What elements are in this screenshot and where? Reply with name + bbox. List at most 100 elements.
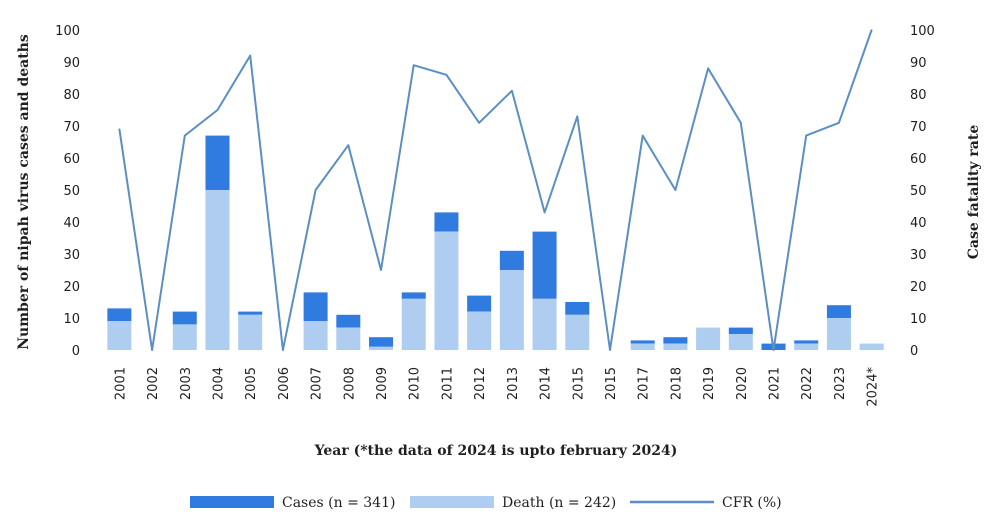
bar-death-2020 xyxy=(728,334,753,350)
bar-death-2022 xyxy=(794,343,819,350)
legend-label-cfr: CFR (%) xyxy=(722,495,782,511)
bar-death-2007 xyxy=(303,321,328,350)
bar-cases-2011 xyxy=(434,212,459,232)
x-tick-label: 2012 xyxy=(473,367,488,400)
x-tick-label: 2008 xyxy=(342,367,357,400)
x-tick-label: 2015 xyxy=(571,367,586,400)
cfr-point-2015 xyxy=(576,115,579,118)
x-tick-label: 2018 xyxy=(669,367,684,400)
cfr-point-2004 xyxy=(216,109,219,111)
cfr-point-2012 xyxy=(478,122,480,124)
cfr-point-2007 xyxy=(314,189,317,191)
bar-death-2015 xyxy=(565,314,590,350)
bar-death-2024* xyxy=(859,343,884,350)
bar-cases-2013 xyxy=(499,250,524,270)
y-right-tick-label: 100 xyxy=(910,24,935,39)
cfr-line-series xyxy=(118,29,873,351)
y-right-tick-label: 10 xyxy=(910,312,927,327)
cfr-point-2001 xyxy=(118,128,121,130)
y-right-tick-label: 80 xyxy=(910,88,927,103)
bar-death-2009 xyxy=(369,346,394,350)
x-tick-label: 2001 xyxy=(113,367,128,400)
legend-swatch-cases xyxy=(190,496,274,508)
bar-cases-2007 xyxy=(303,292,328,322)
bar-cases-2020 xyxy=(728,327,753,334)
y-tick-label: 60 xyxy=(63,152,80,167)
bar-death-2001 xyxy=(107,321,132,350)
cfr-point-2020 xyxy=(740,122,742,124)
x-tick-label: 2023 xyxy=(833,367,848,400)
x-tick-label: 2015 xyxy=(604,367,619,400)
cfr-point-2019 xyxy=(707,67,709,70)
cfr-point-2009 xyxy=(380,269,382,271)
bar-cases-2001 xyxy=(107,308,132,322)
x-tick-label: 2005 xyxy=(244,367,259,400)
bar-death-2003 xyxy=(172,324,197,350)
y-right-tick-label: 30 xyxy=(910,248,927,263)
bar-death-2014 xyxy=(532,298,557,350)
y-tick-label: 80 xyxy=(63,88,80,103)
cfr-line xyxy=(118,29,873,351)
cfr-point-2023 xyxy=(838,122,840,124)
cfr-point-2002 xyxy=(151,349,153,351)
bar-cases-2023 xyxy=(826,305,851,318)
bar-death-2013 xyxy=(499,270,524,350)
legend-swatch-death xyxy=(410,496,494,508)
y-tick-label: 0 xyxy=(72,344,80,359)
bar-death-2018 xyxy=(663,343,688,350)
x-tick-label: 2007 xyxy=(310,367,325,400)
right-y-axis-ticks: 0 10 20 30 40 50 60 70 80 90 100 xyxy=(910,24,935,359)
cfr-point-2008 xyxy=(347,144,350,146)
x-tick-label: 2002 xyxy=(146,367,161,400)
x-tick-label: 2019 xyxy=(702,367,717,400)
x-tick-label: 2003 xyxy=(179,367,194,400)
y-right-tick-label: 60 xyxy=(910,152,927,167)
x-tick-label: 2020 xyxy=(735,367,750,400)
y-right-tick-label: 40 xyxy=(910,216,927,231)
x-tick-label: 2006 xyxy=(277,367,292,400)
bar-cases-2015 xyxy=(565,302,590,315)
bar-cases-2003 xyxy=(172,311,197,325)
y-tick-label: 10 xyxy=(63,312,80,327)
x-tick-label: 2022 xyxy=(800,367,815,400)
cfr-point-2013 xyxy=(511,90,513,92)
y-right-tick-label: 0 xyxy=(910,344,918,359)
cfr-point-2014 xyxy=(543,211,546,214)
left-y-axis-title: Number of nipah virus cases and deaths xyxy=(16,34,32,350)
cfr-point-2006 xyxy=(282,349,284,351)
bar-death-2017 xyxy=(630,343,655,350)
bar-death-2004 xyxy=(205,190,230,350)
x-axis-title: Year (*the data of 2024 is upto february… xyxy=(314,443,678,459)
bar-death-2011 xyxy=(434,231,459,350)
cfr-point-2017 xyxy=(641,134,644,137)
bar-cases-2018 xyxy=(663,337,688,344)
bar-cases-2010 xyxy=(401,292,426,299)
y-right-tick-label: 20 xyxy=(910,280,927,295)
y-tick-label: 50 xyxy=(63,184,80,199)
x-tick-label: 2013 xyxy=(506,367,521,400)
cfr-point-2022 xyxy=(805,134,808,137)
x-tick-label: 2021 xyxy=(768,367,783,400)
y-tick-label: 100 xyxy=(55,24,80,39)
bar-cases-2004 xyxy=(205,135,230,190)
legend: Cases (n = 341) Death (n = 242) CFR (%) xyxy=(190,495,782,511)
y-tick-label: 30 xyxy=(63,248,80,263)
bar-death-2005 xyxy=(238,314,263,350)
bar-cases-2014 xyxy=(532,231,557,299)
y-tick-label: 70 xyxy=(63,120,80,135)
x-axis-ticks: 2001 2002 2003 2004 2005 2006 2007 2008 2009 2010… xyxy=(113,367,880,407)
right-y-axis-title: Case fatality rate xyxy=(966,125,982,260)
y-right-tick-label: 50 xyxy=(910,184,927,199)
cfr-point-2024* xyxy=(870,29,873,31)
bar-death-2008 xyxy=(336,327,361,350)
cfr-point-2018 xyxy=(674,189,677,191)
bar-series xyxy=(107,135,884,350)
bar-death-2019 xyxy=(696,327,721,350)
bar-death-2010 xyxy=(401,298,426,350)
x-tick-label: 2010 xyxy=(408,367,423,400)
bar-cases-2017 xyxy=(630,340,655,344)
x-tick-label: 2004 xyxy=(211,367,226,400)
bar-cases-2009 xyxy=(369,337,394,347)
legend-label-death: Death (n = 242) xyxy=(502,495,616,511)
bar-death-2012 xyxy=(467,311,492,350)
